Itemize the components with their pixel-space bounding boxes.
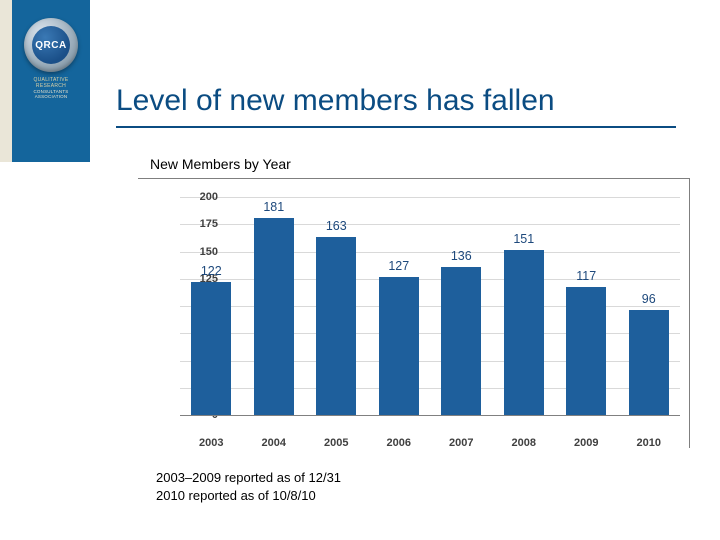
footnote-1: 2003–2009 reported as of 12/31: [156, 470, 341, 485]
x-tick-label: 2007: [430, 437, 492, 449]
chart-bar: [441, 267, 481, 415]
footnote-2: 2010 reported as of 10/8/10: [156, 488, 316, 503]
bar-data-label: 163: [311, 219, 361, 233]
sidebar: QRCA QUALITATIVE RESEARCH CONSULTANTS AS…: [0, 0, 90, 162]
qrca-logo: QRCA QUALITATIVE RESEARCH CONSULTANTS AS…: [22, 18, 80, 114]
sidebar-panel: QRCA QUALITATIVE RESEARCH CONSULTANTS AS…: [12, 0, 90, 162]
bar-data-label: 127: [374, 259, 424, 273]
x-tick-label: 2003: [180, 437, 242, 449]
bar-data-label: 122: [186, 264, 236, 278]
x-tick-label: 2008: [493, 437, 555, 449]
chart-bar: [191, 282, 231, 415]
sidebar-stripe: [0, 0, 12, 162]
y-tick-label: 150: [184, 246, 218, 258]
bar-data-label: 181: [249, 200, 299, 214]
title-rule: [116, 126, 676, 128]
chart-bar: [504, 250, 544, 415]
page-title: Level of new members has fallen: [116, 84, 555, 118]
bar-data-label: 151: [499, 232, 549, 246]
x-tick-label: 2009: [555, 437, 617, 449]
x-tick-label: 2010: [618, 437, 680, 449]
chart-bar: [254, 218, 294, 415]
logo-inner-icon: QRCA: [32, 26, 70, 64]
chart-subtitle: New Members by Year: [150, 156, 291, 172]
chart-bar: [566, 287, 606, 415]
logo-acronym: QRCA: [35, 40, 66, 51]
slide: QRCA QUALITATIVE RESEARCH CONSULTANTS AS…: [0, 0, 720, 540]
bar-data-label: 117: [561, 269, 611, 283]
chart-bar: [629, 310, 669, 415]
chart-gridline: [180, 197, 680, 198]
x-tick-label: 2005: [305, 437, 367, 449]
x-tick-label: 2006: [368, 437, 430, 449]
y-tick-label: 175: [184, 218, 218, 230]
new-members-chart: 0255075100125150175200200312220041812005…: [138, 178, 690, 448]
logo-line1: QUALITATIVE RESEARCH: [22, 78, 80, 89]
logo-line2: CONSULTANTS ASSOCIATION: [22, 89, 80, 99]
chart-bar: [316, 237, 356, 415]
bar-data-label: 136: [436, 249, 486, 263]
y-tick-label: 200: [184, 191, 218, 203]
logo-ring-icon: QRCA: [24, 18, 78, 72]
chart-bar: [379, 277, 419, 415]
chart-plot-area: 0255075100125150175200200312220041812005…: [180, 197, 680, 415]
x-tick-label: 2004: [243, 437, 305, 449]
x-axis-line: [180, 415, 680, 416]
bar-data-label: 96: [624, 292, 674, 306]
